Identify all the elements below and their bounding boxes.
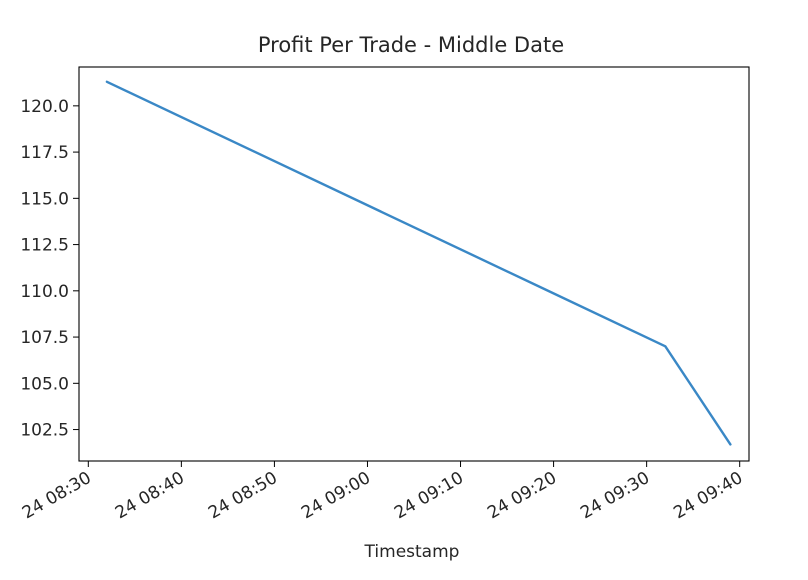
series-line-0 (105, 80, 732, 446)
x-tick-label: 24 08:50 (205, 468, 281, 523)
plot-frame (78, 66, 750, 462)
y-tick-label: 107.5 (20, 328, 69, 348)
chart-title: Profit Per Trade - Middle Date (258, 33, 564, 57)
y-tick-label: 112.5 (20, 236, 69, 256)
y-tick-label: 117.5 (20, 143, 69, 163)
y-tick-label: 120.0 (20, 97, 69, 117)
x-tick-label: 24 09:40 (670, 468, 746, 523)
y-tick-label: 105.0 (20, 374, 69, 394)
series-layer (105, 80, 732, 446)
x-tick-label: 24 08:30 (19, 468, 95, 523)
x-tick-label: 24 09:00 (298, 468, 374, 523)
x-tick-label: 24 09:20 (484, 468, 560, 523)
y-tick-label: 115.0 (20, 189, 69, 209)
y-axis-ticks: 102.5 105.0 107.5 110.0 112.5 115.0 117.5 120.0 (20, 97, 79, 441)
x-axis-label: Timestamp (364, 542, 460, 562)
x-tick-label: 24 09:30 (577, 468, 653, 523)
x-tick-label: 24 09:10 (391, 468, 467, 523)
y-tick-label: 110.0 (20, 282, 69, 302)
plot-area-background (79, 67, 749, 461)
x-tick-label: 24 08:40 (112, 468, 188, 523)
y-tick-label: 102.5 (20, 421, 69, 441)
x-axis-ticks: 24 08:30 24 08:40 24 08:50 24 09:00 24 09:10… (19, 461, 746, 523)
